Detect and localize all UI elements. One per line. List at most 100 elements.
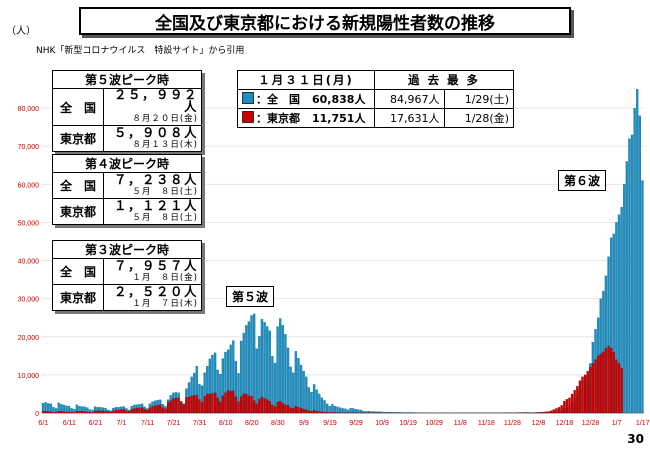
bar-tokyo <box>216 397 219 414</box>
x-tick-label: 11/28 <box>504 420 521 427</box>
bar-national <box>633 108 636 414</box>
bar-tokyo <box>333 412 337 414</box>
y-unit-label: （人） <box>6 26 36 37</box>
bar-tokyo <box>312 410 316 414</box>
x-tick-label: 10/29 <box>425 420 443 427</box>
bar-national <box>284 334 287 414</box>
bar-tokyo <box>310 410 313 414</box>
peak-date: １月 ８日(金) <box>132 272 198 283</box>
bar-tokyo <box>602 351 605 414</box>
x-tick-label: 11/18 <box>478 420 495 427</box>
record-date: 1/28(金) <box>443 108 514 128</box>
bar-tokyo <box>109 411 112 414</box>
bar-national <box>341 408 344 414</box>
bar-tokyo <box>135 407 139 414</box>
x-tick-label: 7/31 <box>193 420 207 427</box>
bar-tokyo <box>130 409 133 414</box>
record-value: 17,631人 <box>374 108 445 128</box>
bar-tokyo <box>107 411 110 414</box>
peak-title: 第５波ピーク時 <box>52 70 202 89</box>
bar-national <box>323 400 326 414</box>
bar-tokyo <box>596 355 600 414</box>
national-series <box>41 88 644 414</box>
bar-tokyo <box>273 406 277 414</box>
bar-national <box>289 366 292 414</box>
x-tick-label: 12/28 <box>582 420 600 427</box>
bar-national <box>310 391 313 414</box>
bar-national <box>638 115 641 414</box>
bar-tokyo <box>589 367 592 414</box>
bar-national <box>294 351 298 414</box>
bar-national <box>349 407 352 414</box>
bar-national <box>357 409 360 414</box>
bar-tokyo <box>80 411 84 414</box>
source-note: NHK「新型コロナウイルス 特設サイト」から引用 <box>36 46 245 56</box>
bar-national <box>286 347 290 414</box>
bar-national <box>49 403 53 414</box>
y-tick-label: 0 <box>35 411 39 418</box>
record-date: 1/29(土) <box>443 89 514 109</box>
bar-tokyo <box>198 399 201 414</box>
bar-tokyo <box>266 399 269 414</box>
bar-national <box>302 370 305 414</box>
y-axis-ticks: 0 10,000 20,000 30,000 40,000 50,000 60,000 70,… <box>18 106 40 418</box>
bar-tokyo <box>315 410 318 414</box>
bar-tokyo <box>70 412 73 414</box>
bar-tokyo <box>65 411 68 414</box>
bar-tokyo <box>114 410 118 414</box>
bar-national <box>252 313 256 414</box>
bar-national <box>273 362 277 414</box>
bar-tokyo <box>99 410 102 414</box>
bar-tokyo <box>320 411 324 414</box>
x-tick-label: 9/19 <box>323 420 337 427</box>
bar-tokyo <box>180 401 183 414</box>
bar-tokyo <box>557 407 561 414</box>
y-tick-label: 80,000 <box>18 106 40 113</box>
bar-tokyo <box>232 390 235 414</box>
bar-tokyo <box>211 393 214 414</box>
bar-tokyo <box>47 411 50 414</box>
peak-value: １，１２１人 <box>113 197 198 213</box>
x-axis-ticks: 6/1 6/11 6/21 7/1 7/11 7/21 7/31 8/10 8/20 8/30 9/… <box>38 420 649 427</box>
bar-tokyo <box>568 397 571 414</box>
y-tick-label: 50,000 <box>18 220 40 227</box>
bar-national <box>328 406 331 414</box>
bar-tokyo <box>252 400 256 414</box>
bar-tokyo <box>164 408 167 414</box>
bar-tokyo <box>206 393 209 414</box>
bar-tokyo <box>62 411 66 414</box>
peak-value: ７，９５７人 <box>113 257 198 273</box>
peak-title: 第３波ピーク時 <box>52 240 202 259</box>
bar-tokyo <box>294 406 298 414</box>
bar-tokyo <box>88 412 92 414</box>
bar-national <box>628 138 631 414</box>
bar-tokyo <box>604 348 608 414</box>
bar-national <box>641 180 644 414</box>
bar-tokyo <box>94 410 97 414</box>
bar-tokyo <box>75 411 79 414</box>
bar-national <box>359 409 363 414</box>
bar-tokyo <box>539 412 542 414</box>
bar-tokyo <box>307 410 311 414</box>
bar-tokyo <box>161 407 165 414</box>
bar-tokyo <box>159 404 162 414</box>
x-tick-label: 6/11 <box>63 420 76 427</box>
bar-tokyo <box>581 376 584 414</box>
peak-value: ５，９０８人 <box>113 124 198 140</box>
bar-national <box>318 393 321 414</box>
bar-tokyo <box>247 395 251 414</box>
bar-national <box>307 387 311 414</box>
bar-tokyo <box>555 408 558 414</box>
bar-tokyo <box>263 398 266 414</box>
bar-tokyo <box>125 410 128 414</box>
bar-tokyo <box>200 401 204 414</box>
record-header: 過 去 最 多 <box>374 70 514 90</box>
bar-tokyo <box>208 393 211 414</box>
bar-tokyo <box>610 348 613 414</box>
bar-tokyo <box>586 370 589 414</box>
peak-value: ２５，９９２人 <box>113 87 198 114</box>
x-tick-label: 8/10 <box>219 420 233 427</box>
bar-tokyo <box>174 398 178 414</box>
x-tick-label: 9/29 <box>349 420 363 427</box>
